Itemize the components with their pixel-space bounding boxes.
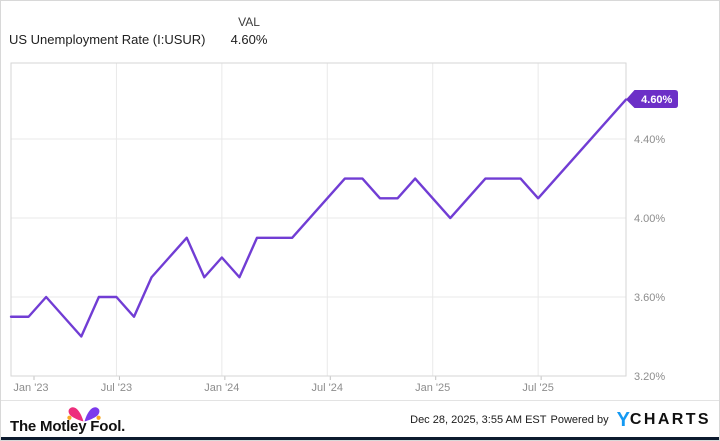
- series-line: [9, 98, 628, 338]
- motley-fool-wordmark: The Motley Fool.: [10, 418, 126, 435]
- powered-by-label: Powered by: [550, 413, 609, 426]
- footer: The Motley Fool. Dec 28, 2025, 3:55 AM E…: [1, 400, 719, 440]
- val-current-value: 4.60%: [230, 32, 268, 47]
- y-axis-label: 4.00%: [634, 213, 665, 225]
- axis-labels: 4.40% 4.00% 3.60% 3.20% Jan '23 Jul '23 Jan '2…: [13, 134, 665, 394]
- hat-left-horn: [68, 407, 84, 422]
- footer-navy-bar: [1, 437, 719, 440]
- x-axis-label: Jan '23: [13, 382, 48, 394]
- x-axis-label: Jan '25: [415, 382, 450, 394]
- ycharts-logo-y: Y: [616, 408, 630, 431]
- x-axis-label: Jan '24: [204, 382, 239, 394]
- last-value-badge: 4.60%: [626, 90, 678, 109]
- timestamp: Dec 28, 2025, 3:55 AM EST: [410, 413, 547, 426]
- footer-attribution: Dec 28, 2025, 3:55 AM EST Powered by Y C…: [410, 401, 711, 438]
- last-value-badge-label: 4.60%: [641, 94, 672, 106]
- x-axis-label: Jul '25: [522, 382, 553, 394]
- hat-right-horn: [84, 407, 100, 422]
- x-axis-label: Jul '24: [312, 382, 343, 394]
- y-axis-label: 3.60%: [634, 292, 665, 304]
- gridlines: [11, 63, 626, 380]
- plot-border: [10, 62, 627, 377]
- chart-title: US Unemployment Rate (I:USUR): [9, 32, 206, 47]
- x-axis-label: Jul '23: [101, 382, 132, 394]
- hat-bell-left: [67, 415, 72, 420]
- y-axis-label: 4.40%: [634, 134, 665, 146]
- val-column-header: VAL: [238, 15, 260, 29]
- ycharts-logo-text: CHARTS: [629, 410, 711, 428]
- jester-hat-icon: [67, 407, 101, 422]
- y-axis-label: 3.20%: [634, 371, 665, 383]
- hat-bell-right: [96, 415, 101, 420]
